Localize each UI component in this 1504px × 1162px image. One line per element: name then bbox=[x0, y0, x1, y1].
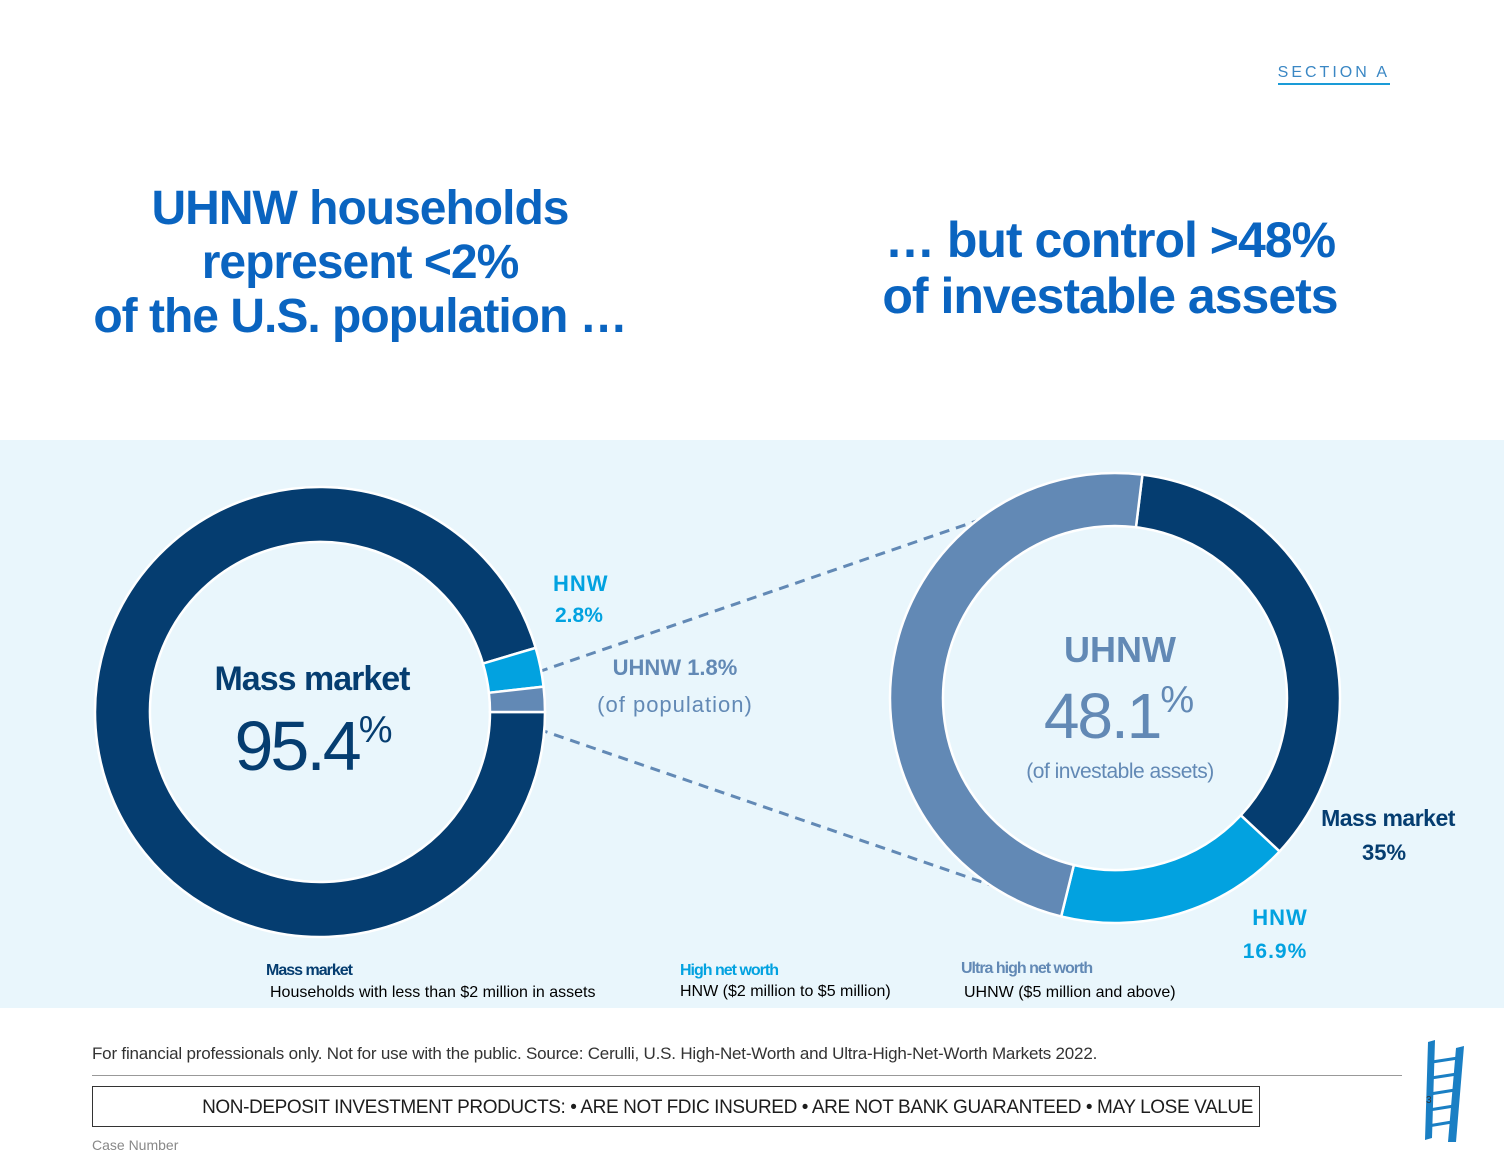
slice-uhnw bbox=[888, 471, 1144, 918]
connector-line-bottom bbox=[537, 727, 1041, 904]
right-center-name: UHNW bbox=[1064, 629, 1176, 670]
def-hnw-desc: HNW ($2 million to $5 million) bbox=[680, 983, 891, 1000]
connector-line-top bbox=[537, 516, 986, 674]
right-center-unit: % bbox=[1160, 679, 1193, 721]
left-hnw-value: 2.8% bbox=[555, 604, 603, 627]
def-uhnw-desc: UHNW ($5 million and above) bbox=[964, 984, 1176, 1001]
left-uhnw-note: (of population) bbox=[597, 692, 753, 717]
right-center-number: 48.1 bbox=[1044, 680, 1161, 752]
headline-right: … but control >48% of investable assets bbox=[830, 212, 1390, 324]
slice-hnw bbox=[1059, 813, 1282, 925]
headline-left-line-3: of the U.S. population … bbox=[93, 289, 627, 343]
right-mass-value: 35% bbox=[1362, 840, 1406, 865]
slice-mass-market bbox=[93, 485, 547, 939]
section-label: SECTION A bbox=[1277, 64, 1390, 85]
def-hnw-title: High net worth bbox=[680, 962, 778, 979]
left-uhnw-value: UHNW 1.8% bbox=[613, 655, 738, 680]
right-mass-name: Mass market bbox=[1321, 805, 1456, 831]
page-number: 3 bbox=[1426, 1095, 1432, 1106]
footer-divider bbox=[92, 1075, 1402, 1076]
left-center-value: 95.4% bbox=[234, 707, 391, 785]
left-center-name: Mass market bbox=[214, 660, 410, 698]
case-number: Case Number bbox=[92, 1137, 179, 1153]
headline-left: UHNW households represent <2% of the U.S… bbox=[60, 182, 660, 343]
left-center-number: 95.4 bbox=[234, 707, 359, 785]
headline-right-line-1: … but control >48% bbox=[884, 212, 1336, 268]
source-footnote: For financial professionals only. Not fo… bbox=[92, 1044, 1098, 1063]
def-uhnw-title: Ultra high net worth bbox=[961, 960, 1092, 977]
ladder-logo-icon bbox=[1425, 1040, 1464, 1142]
donut-charts: Mass market 95.4% HNW 2.8% UHNW 1.8% (of… bbox=[93, 471, 1456, 1001]
right-center-note: (of investable assets) bbox=[1026, 760, 1213, 783]
right-hnw-name: HNW bbox=[1252, 905, 1308, 930]
slice-mass-market bbox=[1134, 473, 1342, 854]
slice-uhnw bbox=[487, 685, 547, 714]
right-hnw-value: 16.9% bbox=[1243, 940, 1308, 963]
disclosure-box: NON-DEPOSIT INVESTMENT PRODUCTS: • ARE N… bbox=[92, 1086, 1260, 1127]
headline-left-line-1: UHNW households bbox=[151, 182, 570, 235]
def-mass-desc: Households with less than $2 million in … bbox=[270, 984, 596, 1001]
headline-right-line-2: of investable assets bbox=[882, 268, 1338, 324]
headline-left-line-2: represent <2% bbox=[201, 235, 520, 289]
def-mass-title: Mass market bbox=[266, 962, 354, 979]
right-center-value: 48.1% bbox=[1044, 679, 1194, 752]
left-center-unit: % bbox=[359, 709, 392, 751]
donut-assets bbox=[888, 471, 1342, 925]
donut-population bbox=[93, 485, 547, 939]
left-hnw-name: HNW bbox=[553, 571, 609, 596]
